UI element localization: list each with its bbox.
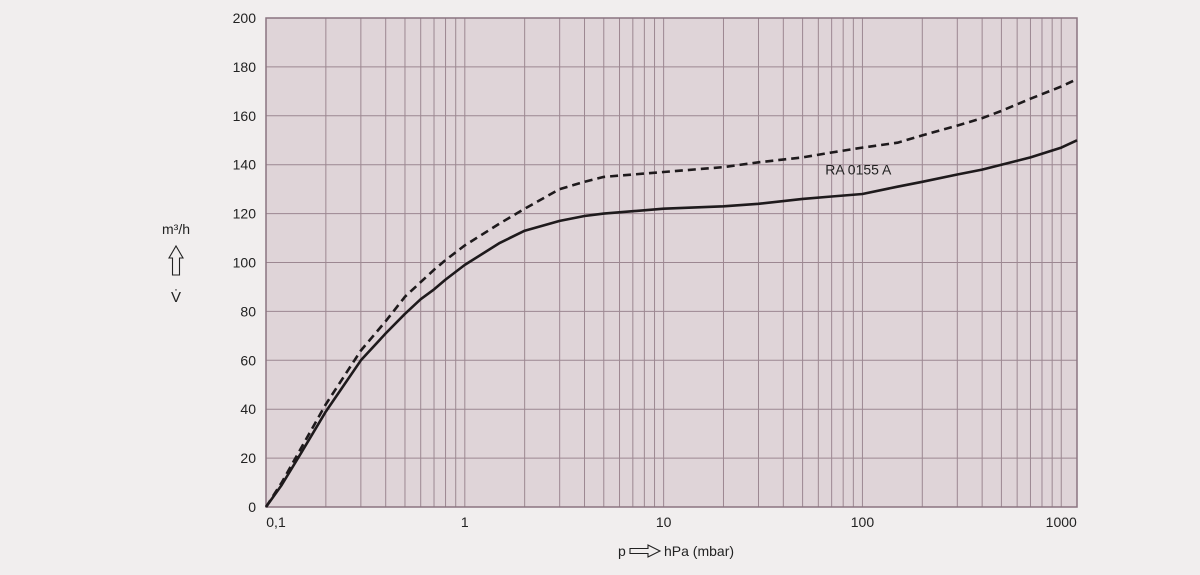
y-tick-label: 200: [233, 10, 257, 26]
x-axis-symbol: p: [618, 543, 626, 559]
x-axis-unit: hPa (mbar): [664, 543, 734, 559]
y-axis-unit: m³/h: [162, 221, 190, 237]
y-tick-label: 0: [248, 499, 256, 515]
y-tick-label: 140: [233, 157, 257, 173]
series-line-dashed: [264, 77, 1078, 508]
y-tick-label: 100: [233, 255, 257, 271]
series-line-solid: [264, 139, 1078, 508]
x-axis-label: p hPa (mbar): [618, 543, 734, 559]
y-tick-label: 180: [233, 59, 257, 75]
x-tick-label: 100: [851, 514, 875, 530]
y-tick-labels: 0 20 40 60 80 100 120 140 160 180 200: [233, 10, 257, 515]
y-tick-label: 80: [240, 303, 256, 319]
right-hollow-arrow-icon: [629, 544, 662, 558]
y-axis-label: m³/h V̇: [162, 221, 190, 306]
x-tick-labels: 0,1 1 10 100 1000: [266, 514, 1077, 530]
y-tick-label: 160: [233, 108, 257, 124]
plot-frame: [265, 17, 1078, 508]
x-tick-label: 10: [656, 514, 672, 530]
series-label: RA 0155 A: [825, 162, 892, 178]
x-tick-label: 1: [461, 514, 469, 530]
annotations: RA 0155 A: [825, 162, 892, 178]
up-hollow-arrow-icon: [168, 244, 184, 276]
y-tick-label: 20: [240, 450, 256, 466]
series-layer: [264, 77, 1078, 508]
y-tick-label: 120: [233, 206, 257, 222]
y-axis-symbol: V̇: [171, 289, 181, 306]
x-tick-label: 0,1: [266, 514, 286, 530]
y-tick-label: 60: [240, 352, 256, 368]
y-tick-label: 40: [240, 401, 256, 417]
x-tick-label: 1000: [1046, 514, 1077, 530]
